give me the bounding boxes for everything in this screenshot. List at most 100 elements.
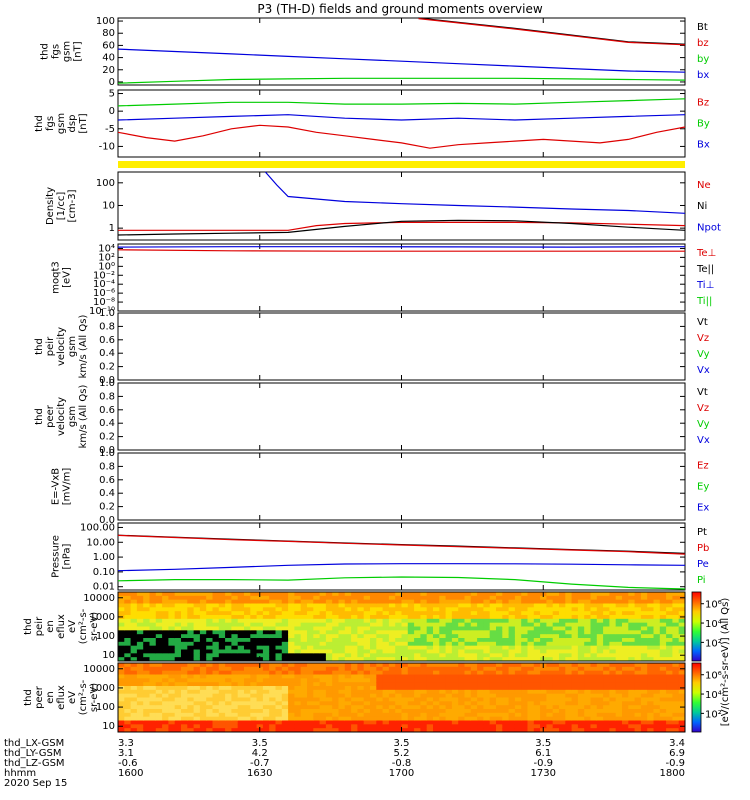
y-axis-label: dsp xyxy=(67,115,78,133)
legend-Bt: Bt xyxy=(697,22,708,33)
legend-Pb: Pb xyxy=(697,543,709,554)
series-line-By xyxy=(117,98,686,107)
y-tick-label: 0.2 xyxy=(99,362,115,373)
y-axis-label: eflux xyxy=(56,614,67,639)
y-tick-label: 100.00 xyxy=(80,522,115,533)
x-axis-value: 3.5 xyxy=(394,738,410,749)
legend-Te||: Te|| xyxy=(696,264,714,275)
x-axis-value: 1700 xyxy=(389,768,414,779)
series-line-bx xyxy=(117,48,686,73)
y-axis-label: gsm xyxy=(67,406,78,427)
y-tick-label: 0 xyxy=(109,106,115,117)
legend-Ti⊥: Ti⊥ xyxy=(696,280,714,291)
panel-frame xyxy=(117,382,686,451)
legend-Vz: Vz xyxy=(697,403,709,414)
y-tick-label: 10⁻⁶ xyxy=(93,288,115,299)
y-tick-label: 0.0 xyxy=(99,375,115,386)
y-axis-label: thd xyxy=(34,408,45,425)
y-tick-label: 0.4 xyxy=(99,418,115,429)
y-tick-label: 10 xyxy=(102,650,115,661)
y-tick-label: 10.00 xyxy=(86,537,115,548)
legend-Ne: Ne xyxy=(697,180,711,191)
panel-2: 5 0 -5 -10 thd fgs gsm dsp [nT] Bz By Bx xyxy=(34,89,710,158)
series-line-Bx xyxy=(117,114,686,121)
legend-Ey: Ey xyxy=(697,482,709,493)
y-tick-label: 5 xyxy=(109,89,115,100)
y-tick-label: 0.0 xyxy=(99,515,115,526)
y-axis-label: thd xyxy=(34,338,45,355)
panel-8: 100.00 10.00 1.00 0.10 0.01 Pressure [nPa] Pt Pb… xyxy=(51,522,710,592)
x-axis-value: 5.2 xyxy=(394,748,410,759)
y-tick-label: 0.0 xyxy=(99,445,115,456)
y-axis-label: peer xyxy=(34,685,45,709)
legend-Pe: Pe xyxy=(697,559,709,570)
x-axis-row-label: thd_LY-GSM xyxy=(4,748,61,759)
y-axis-label: thd xyxy=(23,689,34,706)
legend-Npot: Npot xyxy=(697,222,721,233)
y-axis-label: km/s (All Qs) xyxy=(78,385,89,449)
legend-Te⊥: Te⊥ xyxy=(696,248,716,259)
series-line-Npot xyxy=(264,171,686,214)
y-tick-label: -10 xyxy=(99,141,115,152)
y-tick-label: 40 xyxy=(102,53,115,64)
series-line-by xyxy=(117,77,686,84)
y-tick-label: 1000 xyxy=(90,683,115,694)
y-axis-label: eflux xyxy=(56,685,67,710)
y-tick-label: 20 xyxy=(102,65,115,76)
x-axis-value: 3.5 xyxy=(252,738,268,749)
series-line-Pi xyxy=(117,576,686,590)
y-tick-label: 0.8 xyxy=(99,321,115,332)
legend-Vx: Vx xyxy=(697,365,710,376)
panel-10: 10000 1000 100 10 thd peer en eflux eV (cm²-s-sr-… xyxy=(23,662,722,733)
x-axis-annotation: thd_LX-GSM 3.3 3.5 3.5 3.5 3.4 thd_LY-GSM 3.1 4.… xyxy=(4,738,685,789)
panel-7: 1.0 0.8 0.6 0.4 0.2 0.0 E=-VxB [mV/m] Ez Ey Ex xyxy=(51,448,710,526)
y-tick-label: 100 xyxy=(96,16,115,27)
y-axis-label: moqt3 xyxy=(51,261,62,294)
legend-Ti||: Ti|| xyxy=(696,296,712,307)
x-axis-value: 1800 xyxy=(660,768,685,779)
panel-5: 1.0 0.8 0.6 0.4 0.2 0.0 thd peir velocity gsm km/s… xyxy=(34,308,710,386)
series-line-Pb xyxy=(117,534,686,555)
x-axis-value: -0.8 xyxy=(392,758,412,769)
series-line-Bt xyxy=(418,17,686,45)
y-tick-label: 100 xyxy=(96,631,115,642)
series-line-Ne xyxy=(118,221,686,231)
colorbar-tick-label: 10⁴ xyxy=(705,619,722,630)
y-axis-label: en xyxy=(45,691,56,704)
x-axis-value: -0.7 xyxy=(250,758,270,769)
y-axis-label: eV xyxy=(67,691,78,704)
colorbar-tick-label: 10⁶ xyxy=(705,671,722,682)
series-line-Bz xyxy=(117,124,686,149)
y-tick-label: 10⁻⁸ xyxy=(93,297,115,308)
x-axis-row-label: thd_LX-GSM xyxy=(4,738,64,749)
y-axis-label: [1/cc] xyxy=(56,192,67,221)
y-tick-label: 100 xyxy=(96,702,115,713)
panel-frame xyxy=(117,89,686,158)
y-tick-label: 10⁻⁴ xyxy=(93,279,115,290)
yellow-flag-bar xyxy=(118,161,685,168)
y-axis-label: peir xyxy=(45,336,56,356)
series-line-Pe xyxy=(117,563,686,572)
y-axis-label: [mV/m] xyxy=(62,468,73,506)
y-tick-label: 0.6 xyxy=(99,475,115,486)
y-tick-label: 1 xyxy=(109,223,115,234)
y-axis-label: (cm²-s- xyxy=(78,679,89,715)
y-axis-label: km/s (All Qs) xyxy=(78,315,89,379)
y-axis-label: [cm-3] xyxy=(67,189,78,222)
y-axis-label: gsm xyxy=(62,41,73,62)
y-tick-label: 10 xyxy=(102,200,115,211)
figure-title: P3 (TH-D) fields and ground moments over… xyxy=(257,2,542,16)
panel-frame xyxy=(117,17,686,86)
x-axis-value: 6.9 xyxy=(669,748,685,759)
x-axis-value: -0.9 xyxy=(665,758,685,769)
x-axis-value: 3.5 xyxy=(535,738,551,749)
y-axis-label: (cm²-s- xyxy=(78,608,89,644)
y-tick-label: 100 xyxy=(96,178,115,189)
y-tick-label: 0.2 xyxy=(99,502,115,513)
y-axis-label: eV xyxy=(67,620,78,633)
y-tick-label: 0.8 xyxy=(99,461,115,472)
series-line-bz xyxy=(418,18,686,46)
